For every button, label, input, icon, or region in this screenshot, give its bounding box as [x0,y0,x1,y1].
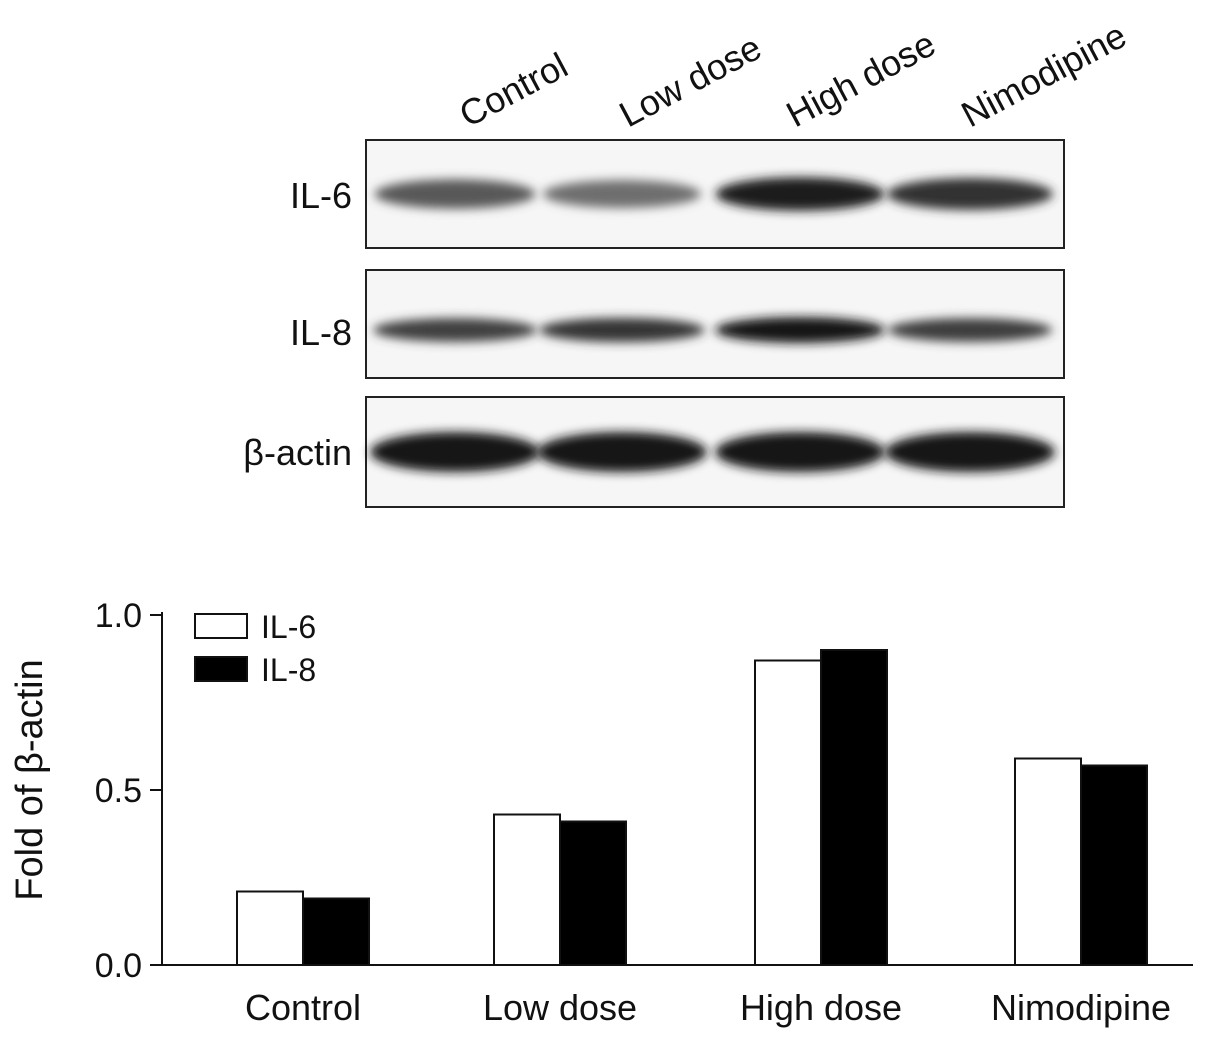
legend-label-il8: IL-8 [261,652,316,688]
blot-row-label: IL-8 [290,312,352,353]
blot-lane-labels: Control Low dose High dose Nimodipine [453,14,1133,135]
bar-il-6-low-dose [493,813,561,966]
x-tick-label: High dose [740,987,902,1028]
bar-chart: Fold of β-actin 0.0 0.5 1.0 Control Low dos… [9,597,1193,1028]
legend-swatch-il8 [194,656,248,682]
legend-label-il6: IL-6 [261,609,316,645]
blot-row-label: IL-6 [290,175,352,216]
legend: IL-6 IL-8 [194,609,316,688]
x-tick-label: Control [245,987,361,1028]
bar-il-6-high-dose [754,659,822,966]
y-tick-label: 0.0 [95,947,142,985]
blot-band [537,432,707,472]
x-axis-labels: Control Low dose High dose Nimodipine [245,987,1171,1028]
x-tick-label: Nimodipine [991,987,1171,1028]
blot-row-il8: IL-8 [290,269,1065,379]
blot-lane-label: High dose [780,23,942,135]
blot-lane-label: Nimodipine [955,14,1133,135]
bar-il-6-control [236,890,304,966]
blot-band [373,318,537,342]
bar-il-6-nimodipine [1014,757,1082,966]
blot-row-il6: IL-6 [290,139,1065,249]
legend-swatch-il6 [194,613,248,639]
blot-row-beta-actin: β-actin [243,396,1065,508]
y-tick-label: 0.5 [95,772,142,810]
blot-band [715,432,885,472]
blot-lane-label: Low dose [613,27,768,136]
blot-band [543,180,701,208]
blot-band [370,432,540,472]
blot-lane-label: Control [453,44,575,135]
y-tick-label: 1.0 [95,597,142,635]
blot-band [885,432,1055,472]
blot-band [887,178,1053,210]
y-axis-label: Fold of β-actin [9,659,51,901]
western-blot-panel: Control Low dose High dose Nimodipine IL… [243,14,1133,508]
y-axis-ticks: 0.0 0.5 1.0 [95,597,162,985]
bar-series [236,649,1148,966]
bar-il-8-control [302,897,370,966]
bar-il-8-nimodipine [1080,764,1148,966]
x-tick-label: Low dose [483,987,637,1028]
blot-band [715,317,885,343]
blot-band [715,177,885,211]
blot-band [539,317,705,343]
blot-band [887,318,1053,342]
bar-il-8-low-dose [559,820,627,966]
bar-il-8-high-dose [820,649,888,966]
blot-row-label: β-actin [243,432,352,473]
blot-band [374,179,536,209]
